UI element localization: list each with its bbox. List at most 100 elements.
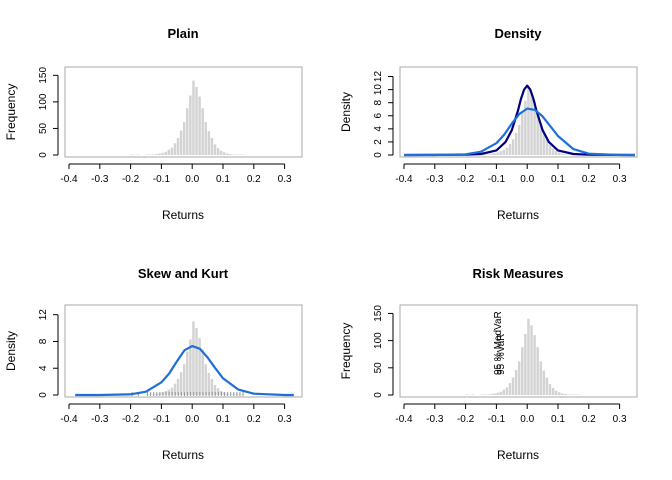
histogram-bar — [567, 394, 570, 395]
histogram-bar — [241, 154, 244, 155]
histogram-bar — [195, 87, 198, 155]
x-axis-title: Returns — [497, 208, 539, 222]
histogram-bar — [514, 132, 518, 155]
histogram-bar — [570, 394, 573, 395]
y-tick-label: 100 — [38, 93, 49, 110]
histogram-bar — [189, 95, 192, 155]
histogram-bar — [539, 124, 542, 155]
histogram-bar — [213, 384, 217, 395]
histogram-bar — [542, 133, 546, 155]
histogram-bar — [545, 139, 549, 155]
y-tick-label: 4 — [373, 126, 384, 132]
risk-annotation-label: 95 % ModVaR — [493, 311, 504, 375]
y-axis-title: Density — [339, 92, 353, 132]
histogram-bar — [527, 318, 530, 395]
chart-title: Risk Measures — [472, 266, 563, 281]
histogram-bar — [182, 122, 186, 155]
y-tick-label: 10 — [373, 84, 384, 96]
plot-frame — [399, 304, 638, 398]
density-curve-normal — [404, 107, 635, 157]
histogram-bar — [176, 378, 180, 395]
histogram-bar — [167, 149, 171, 155]
histogram-bar — [508, 143, 512, 155]
histogram-bar — [158, 153, 161, 155]
plot-frame — [64, 304, 303, 398]
x-tick-label: 0.0 — [520, 414, 534, 425]
histogram-bar — [558, 152, 561, 155]
histogram-bar — [499, 151, 502, 155]
histogram-bar — [527, 86, 530, 155]
x-tick-label: 0.3 — [278, 414, 292, 425]
y-tick-label: 0 — [373, 392, 384, 398]
histogram-bar — [573, 394, 576, 395]
chart-title: Skew and Kurt — [138, 266, 229, 281]
histogram-bar — [521, 347, 524, 395]
histogram-bar — [505, 147, 509, 155]
histogram-bar — [524, 334, 527, 395]
x-axis: -0.4 -0.3 -0.2 -0.1 0.0 0.1 0.2 0.3 — [395, 163, 627, 185]
histogram-bar — [576, 394, 579, 395]
y-axis: 0 50 100 150 — [373, 305, 394, 398]
histogram-bar — [561, 153, 564, 155]
plot-frame — [64, 66, 303, 158]
histogram-bar — [490, 393, 493, 395]
x-tick-label: 0.2 — [247, 414, 261, 425]
y-tick-label: 0 — [38, 392, 49, 398]
histogram-bar — [229, 153, 232, 155]
histogram-bar — [164, 151, 167, 155]
histogram-bar — [195, 328, 198, 395]
chart-title: Plain — [167, 26, 198, 41]
histogram-bar — [533, 101, 536, 155]
density-curve-skew-kurt-fit — [75, 345, 294, 397]
histogram-bar — [130, 154, 134, 155]
histogram-bar — [216, 388, 220, 395]
y-axis: 0 50 100 150 — [38, 67, 59, 158]
histogram-bar — [198, 338, 201, 395]
histogram-bar — [536, 112, 539, 155]
x-tick-label: 0.3 — [278, 174, 292, 185]
histogram-bar — [182, 364, 186, 395]
histogram-bar — [499, 391, 502, 395]
histogram-bar — [223, 152, 226, 155]
histogram-bar — [210, 378, 214, 395]
histogram-bar — [136, 154, 140, 155]
y-tick-label: 150 — [373, 305, 384, 322]
histogram-bar — [517, 361, 521, 395]
histogram-bar — [511, 377, 515, 395]
x-axis: -0.4 -0.3 -0.2 -0.1 0.0 0.1 0.2 0.3 — [60, 403, 292, 425]
y-tick-label: 6 — [373, 113, 384, 119]
histogram-bar — [554, 390, 558, 395]
histogram-bar — [173, 383, 177, 395]
histogram-bar — [505, 387, 509, 395]
histogram-bar — [179, 372, 183, 395]
x-axis-title: Returns — [162, 208, 204, 222]
histogram-bar — [508, 383, 512, 395]
histogram-bar — [484, 394, 487, 395]
x-tick-label: 0.3 — [613, 414, 627, 425]
histogram-bar — [201, 108, 204, 155]
histogram-bar — [179, 130, 183, 155]
x-axis: -0.4 -0.3 -0.2 -0.1 0.0 0.1 0.2 0.3 — [60, 163, 292, 185]
histogram-bars — [465, 86, 579, 155]
histogram-bar — [551, 148, 555, 155]
y-tick-label: 0 — [38, 152, 49, 158]
x-tick-label: -0.2 — [457, 414, 475, 425]
histogram-bar — [189, 339, 192, 395]
histogram-bar — [539, 361, 542, 395]
x-tick-label: -0.4 — [395, 414, 413, 425]
histogram-bar — [524, 100, 527, 155]
histogram-bar — [207, 372, 211, 395]
histogram-bar — [496, 392, 499, 395]
y-axis-title: Density — [4, 331, 18, 371]
x-tick-label: 0.1 — [216, 174, 230, 185]
histogram-bar — [176, 138, 180, 155]
histogram-bar — [536, 347, 539, 395]
histogram-bar — [514, 369, 518, 395]
y-tick-label: 12 — [38, 309, 49, 321]
x-tick-label: 0.0 — [185, 414, 199, 425]
panel-plain: -0.4 -0.3 -0.2 -0.1 0.0 0.1 0.2 0.3 0 50 100 150 Pla… — [4, 26, 303, 222]
y-tick-label: 50 — [38, 122, 49, 134]
y-tick-label: 8 — [373, 99, 384, 105]
